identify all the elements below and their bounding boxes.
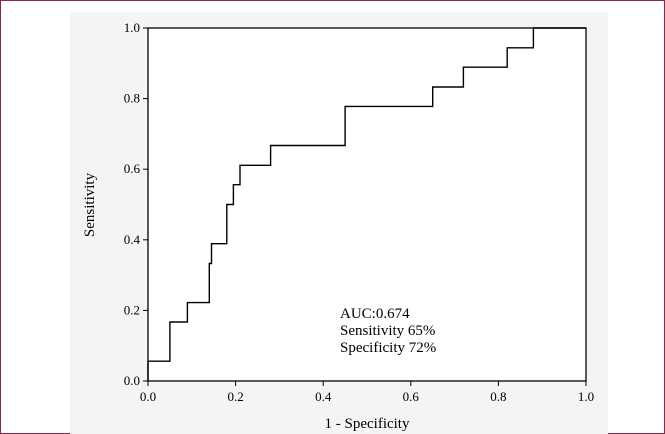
y-tick-label: 1.0 [124,20,140,35]
x-tick-label: 0.0 [140,389,156,404]
roc-curve-line [147,27,586,381]
x-tick-label: 0.2 [227,389,243,404]
y-axis-label: Sensitivity [82,172,98,237]
x-tick-label: 0.4 [315,389,332,404]
x-axis-label: 1 - Specificity [325,416,410,432]
plot-area [147,27,587,382]
y-tick-label: 0.4 [124,232,141,247]
y-tick-label: 0.6 [124,161,141,176]
axis-ticks: 0.0 0.2 0.4 0.6 0.8 1.0 0.0 0.2 0.4 0.6 0.8 1.0 [124,20,594,404]
annotation-sensitivity: Sensitivity 65% [340,323,435,339]
y-tick-label: 0.8 [124,91,140,106]
annotation-auc: AUC:0.674 [340,306,410,322]
x-tick-label: 0.8 [490,389,506,404]
y-tick-label: 0.2 [124,302,140,317]
y-tick-label: 0.0 [124,373,140,388]
x-tick-label: 1.0 [578,389,594,404]
x-tick-label: 0.6 [403,389,420,404]
annotation-specificity: Specificity 72% [340,340,436,356]
